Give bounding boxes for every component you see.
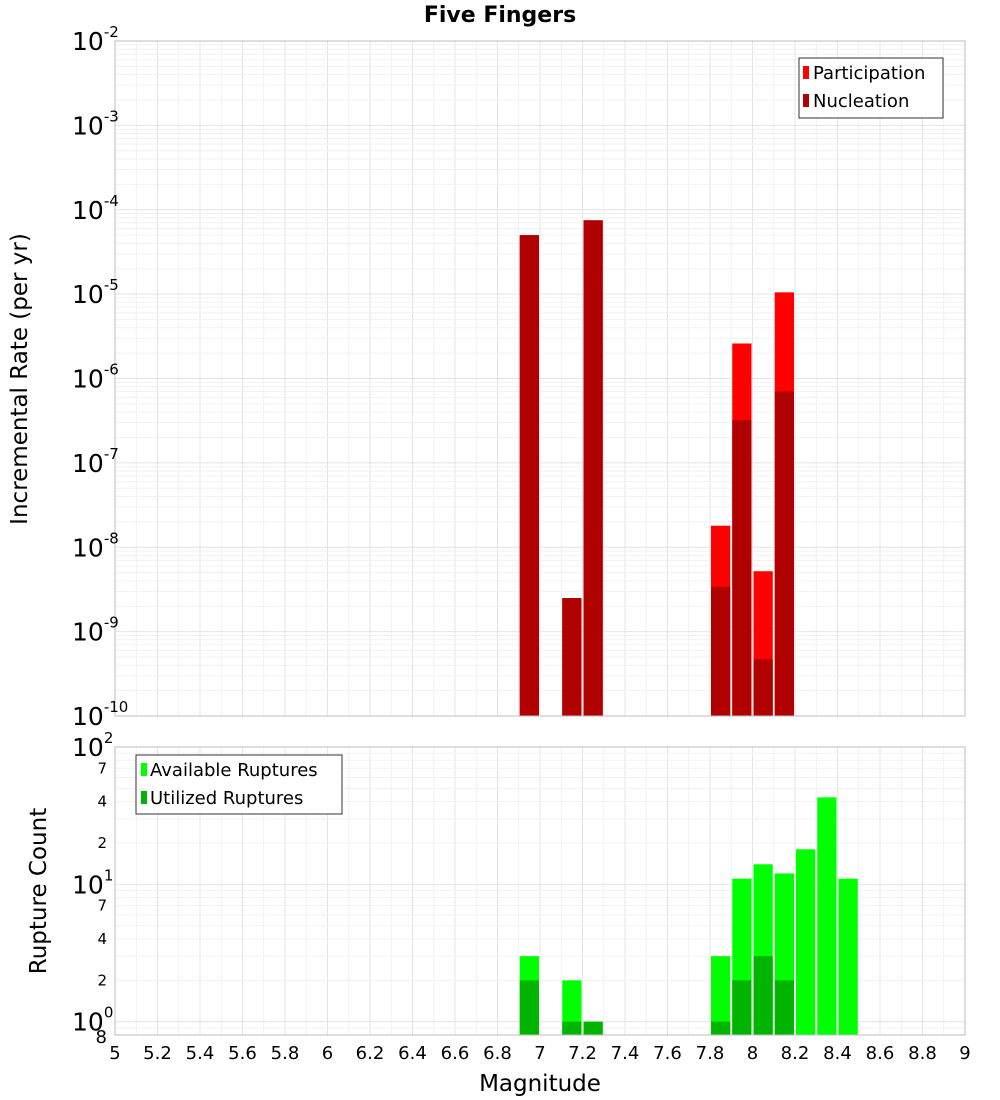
bottom-y-tick-label: 101 — [72, 866, 113, 899]
bottom-bar-available-ruptures — [711, 956, 731, 1035]
legend-label-available-ruptures: Available Ruptures — [150, 760, 318, 781]
bottom-y-tick-label: 102 — [72, 729, 113, 762]
legend-label-nucleation: Nucleation — [813, 91, 909, 112]
bottom-y-tick-label: 100 — [72, 1004, 113, 1037]
bottom-y-minor-tick-label: 7 — [97, 759, 107, 777]
top-y-tick-label: 10-4 — [72, 192, 119, 225]
x-tick-label: 6.8 — [483, 1043, 512, 1064]
x-tick-label: 7.6 — [653, 1043, 682, 1064]
top-y-tick-label: 10-2 — [72, 23, 119, 56]
bottom-bar-utilized-ruptures — [753, 956, 773, 1035]
bottom-bar-available-ruptures — [796, 849, 816, 1035]
top-y-tick-label: 10-7 — [72, 445, 119, 478]
bottom-y-minor-tick-label: 4 — [97, 793, 107, 811]
top-bar-nucleation — [711, 586, 731, 716]
legend-label-participation: Participation — [813, 63, 925, 84]
bottom-y-minor-tick-label: 2 — [97, 834, 107, 852]
legend-swatch-utilized-ruptures — [141, 791, 147, 804]
top-y-tick-label: 10-9 — [72, 614, 119, 647]
bottom-panel-bars — [519, 797, 858, 1035]
top-panel-grid — [115, 41, 965, 716]
top-y-tick-label: 10-10 — [72, 698, 128, 731]
x-tick-label: 8.6 — [866, 1043, 895, 1064]
x-tick-label: 6 — [322, 1043, 333, 1064]
bottom-bar-utilized-ruptures — [732, 980, 752, 1035]
top-y-tick-label: 10-8 — [72, 529, 119, 562]
legend-swatch-nucleation — [803, 94, 809, 107]
x-tick-label: 7.2 — [568, 1043, 597, 1064]
x-tick-label: 6.6 — [441, 1043, 470, 1064]
bottom-legend-box — [135, 754, 343, 815]
x-tick-label: 7.4 — [611, 1043, 640, 1064]
x-tick-label: 8.2 — [781, 1043, 810, 1064]
bottom-panel-frame — [114, 746, 966, 1036]
x-tick-label: 8 — [747, 1043, 758, 1064]
bottom-bar-available-ruptures — [817, 797, 837, 1035]
top-bar-nucleation — [562, 598, 582, 716]
x-tick-label: 5.4 — [186, 1043, 215, 1064]
x-tick-label: 6.4 — [398, 1043, 427, 1064]
top-bar-nucleation — [583, 220, 603, 717]
top-bar-nucleation — [732, 420, 752, 716]
top-bar-nucleation — [753, 659, 773, 716]
bottom-panel-y-ticks: 100 101 102 8 2 4 7 2 4 7 — [72, 729, 113, 1048]
top-bar-nucleation — [774, 391, 794, 716]
legend-swatch-available-ruptures — [141, 763, 147, 776]
x-tick-label: 6.2 — [356, 1043, 385, 1064]
bottom-bar-utilized-ruptures — [562, 1021, 582, 1035]
bottom-y-minor-tick-label: 2 — [97, 971, 107, 989]
top-y-axis-label: Incremental Rate (per yr) — [7, 233, 33, 525]
x-tick-label: 8.4 — [823, 1043, 852, 1064]
x-tick-label: 5.8 — [271, 1043, 300, 1064]
x-tick-label: 5 — [109, 1043, 120, 1064]
top-y-tick-label: 10-5 — [72, 276, 119, 309]
bottom-bar-utilized-ruptures — [774, 980, 794, 1035]
legend-swatch-participation — [803, 66, 809, 79]
legend-label-utilized-ruptures: Utilized Ruptures — [150, 788, 303, 809]
x-tick-label: 7.8 — [696, 1043, 725, 1064]
bottom-bar-available-ruptures — [838, 878, 858, 1035]
x-tick-label: 5.2 — [143, 1043, 172, 1064]
bottom-bar-available-ruptures — [562, 980, 582, 1035]
x-axis-label: Magnitude — [479, 1071, 601, 1097]
bottom-bar-utilized-ruptures — [711, 1021, 731, 1035]
top-panel-bars — [519, 220, 794, 717]
bottom-bar-utilized-ruptures — [583, 1021, 603, 1035]
x-tick-label: 8.8 — [908, 1043, 937, 1064]
top-legend-box — [798, 57, 944, 119]
top-y-tick-label: 10-6 — [72, 361, 119, 394]
x-tick-label: 7 — [534, 1043, 545, 1064]
bottom-bar-utilized-ruptures — [519, 980, 539, 1035]
x-tick-label: 5.6 — [228, 1043, 257, 1064]
top-y-tick-label: 10-3 — [72, 107, 119, 140]
bottom-legend: Available Ruptures Utilized Ruptures — [135, 754, 343, 815]
bottom-y-axis-label: Rupture Count — [26, 808, 52, 974]
bottom-y-minor-tick-label: 7 — [97, 897, 107, 915]
bottom-y-minor-tick-label: 4 — [97, 930, 107, 948]
x-axis-ticks: 5 5.2 5.4 5.6 5.8 6 6.2 6.4 6.6 6.8 7 7.2 7.4 7.6 7.8 8… — [109, 1043, 970, 1064]
top-panel-y-ticks: 10-10 10-9 10-8 10-7 10-6 10-5 10-4 10-3 10-2 — [72, 23, 128, 731]
top-legend: Participation Nucleation — [798, 57, 944, 119]
top-panel-frame — [114, 40, 966, 717]
bottom-y-minor-tick-label: 8 — [96, 1027, 107, 1048]
top-bar-nucleation — [519, 235, 539, 716]
chart-title: Five Fingers — [424, 3, 576, 28]
x-tick-label: 9 — [959, 1043, 970, 1064]
